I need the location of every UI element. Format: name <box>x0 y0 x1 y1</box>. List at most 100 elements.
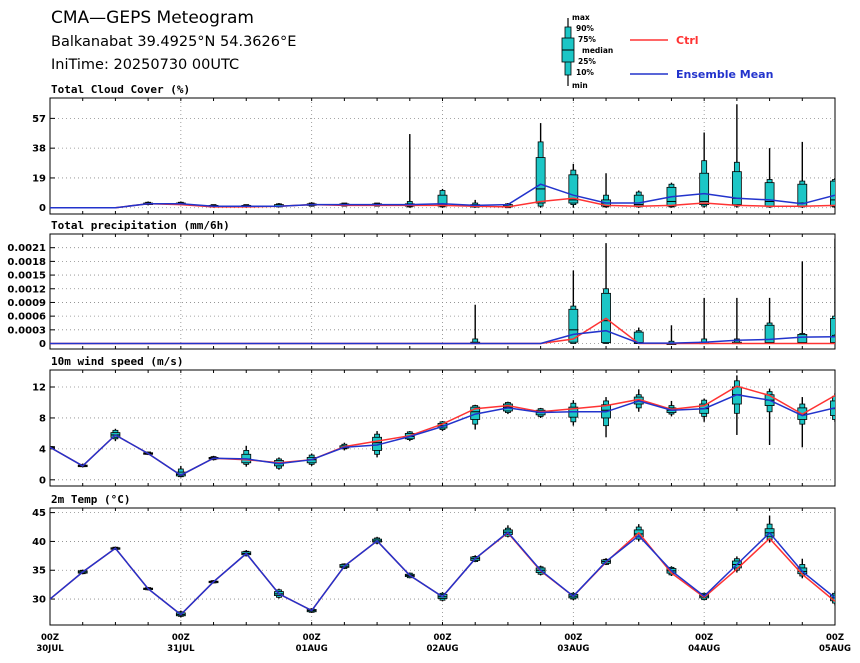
y-tick-label: 19 <box>32 173 46 184</box>
panel-1: Total Cloud Cover (%) 0 19 38 57 <box>32 83 836 215</box>
ensemble-mean-line <box>50 329 835 345</box>
ensemble-box <box>666 182 677 208</box>
x-tick-date: 31JUL <box>167 644 195 654</box>
y-tick-label: 30 <box>32 595 46 606</box>
y-tick-label: 0 <box>39 339 46 350</box>
box-inner <box>731 171 742 205</box>
legend-box-label: 10% <box>576 68 594 77</box>
panel-title: 10m wind speed (m/s) <box>51 355 183 368</box>
x-axis: 00Z30JUL00Z31JUL00Z01AUG00Z02AUG00Z03AUG… <box>36 633 851 654</box>
box-inner <box>830 336 835 344</box>
y-tick-label: 35 <box>32 566 46 577</box>
y-tick-label: 45 <box>32 508 46 519</box>
panels: Total Cloud Cover (%) 0 19 38 57 Total precip… <box>7 83 836 626</box>
ensemble-box <box>830 334 835 344</box>
legend-box-label: min <box>572 81 588 90</box>
legend: max 90% 75% median 25% 10% min Ctrl Ensemble Mea… <box>561 13 773 90</box>
ensemble-box <box>699 398 710 422</box>
ctrl-line <box>50 197 835 209</box>
ensemble-box <box>797 397 808 448</box>
panel-4: 2m Temp (°C) 30 35 40 45 <box>32 493 836 626</box>
x-tick-hour: 00Z <box>434 633 452 643</box>
legend-mean-label: Ensemble Mean <box>676 68 773 81</box>
box-inner <box>764 324 775 344</box>
box-inner <box>699 172 710 205</box>
box-inner <box>764 182 775 207</box>
ensemble-box <box>699 297 710 345</box>
ensemble-box <box>535 123 546 208</box>
legend-box-label: 25% <box>578 57 596 66</box>
box-inner <box>830 318 835 344</box>
legend-box-label: median <box>582 46 613 55</box>
panel-title: Total precipitation (mm/6h) <box>51 219 230 232</box>
ensemble-box <box>731 297 742 345</box>
panel-plot-area <box>50 238 835 345</box>
x-tick-hour: 00Z <box>303 633 321 643</box>
panel-plot-area <box>50 515 835 618</box>
y-tick-label: 0.0021 <box>7 243 46 254</box>
ensemble-box <box>437 188 448 208</box>
ensemble-box <box>601 243 611 344</box>
box-inner <box>437 194 448 207</box>
ensemble-box <box>731 104 742 208</box>
y-tick-label: 38 <box>32 144 46 155</box>
location-label: Balkanabat 39.4925°N 54.3626°E <box>51 34 296 50</box>
panel-title: 2m Temp (°C) <box>51 493 130 506</box>
legend-box-label: 75% <box>578 35 596 44</box>
x-tick-date: 04AUG <box>688 644 720 654</box>
y-tick-label: 4 <box>39 444 46 455</box>
ensemble-box <box>404 134 415 208</box>
y-tick-label: 12 <box>32 383 46 394</box>
y-tick-label: 0 <box>39 203 46 214</box>
ensemble-mean-line <box>50 183 835 209</box>
x-tick-date: 01AUG <box>296 644 328 654</box>
box-inner <box>568 174 579 204</box>
y-tick-label: 0.0018 <box>7 257 46 268</box>
ensemble-box <box>731 375 742 435</box>
x-tick-date: 05AUG <box>819 644 851 654</box>
ensemble-box <box>830 238 835 344</box>
ensemble-box <box>241 445 252 467</box>
y-tick-label: 0.0006 <box>7 312 46 323</box>
x-tick-date: 02AUG <box>426 644 458 654</box>
legend-box-label: max <box>572 13 590 22</box>
ensemble-box <box>568 400 579 426</box>
x-tick-date: 30JUL <box>36 644 64 654</box>
ensemble-box <box>666 325 677 345</box>
ensemble-box <box>797 261 808 344</box>
y-tick-label: 0 <box>39 475 46 486</box>
panel-plot-area <box>50 104 835 209</box>
legend-box-label: 90% <box>576 24 594 33</box>
panel-2: Total precipitation (mm/6h) 0 0.0003 0.0006… <box>7 219 836 350</box>
x-tick-hour: 00Z <box>41 633 59 643</box>
ensemble-box <box>568 270 579 344</box>
ctrl-line <box>50 531 835 616</box>
ensemble-box <box>633 190 644 208</box>
x-tick-hour: 00Z <box>172 633 190 643</box>
ensemble-mean-line <box>50 531 835 616</box>
y-tick-label: 0.0012 <box>7 284 46 295</box>
x-tick-date: 03AUG <box>557 644 589 654</box>
init-time-label: IniTime: 20250730 00UTC <box>51 57 239 73</box>
y-tick-label: 40 <box>32 537 46 548</box>
chart-title: CMA—GEPS Meteogram <box>51 8 254 28</box>
ensemble-box <box>830 177 835 208</box>
panel-title: Total Cloud Cover (%) <box>51 83 190 96</box>
ensemble-box <box>764 148 775 208</box>
ensemble-box <box>699 132 710 208</box>
ensemble-box <box>470 304 481 345</box>
y-tick-label: 57 <box>32 114 46 125</box>
legend-ctrl-label: Ctrl <box>676 34 699 47</box>
panel-plot-area <box>50 375 835 478</box>
x-tick-hour: 00Z <box>826 633 844 643</box>
y-tick-label: 8 <box>39 413 46 424</box>
ensemble-box <box>568 163 579 208</box>
panel-frame <box>49 507 836 626</box>
ensemble-mean-line <box>50 393 835 477</box>
panel-frame <box>49 233 836 350</box>
ensemble-box <box>764 297 775 344</box>
ensemble-box <box>601 397 611 438</box>
y-tick-label: 0.0015 <box>7 271 46 282</box>
box-inner <box>535 157 546 204</box>
